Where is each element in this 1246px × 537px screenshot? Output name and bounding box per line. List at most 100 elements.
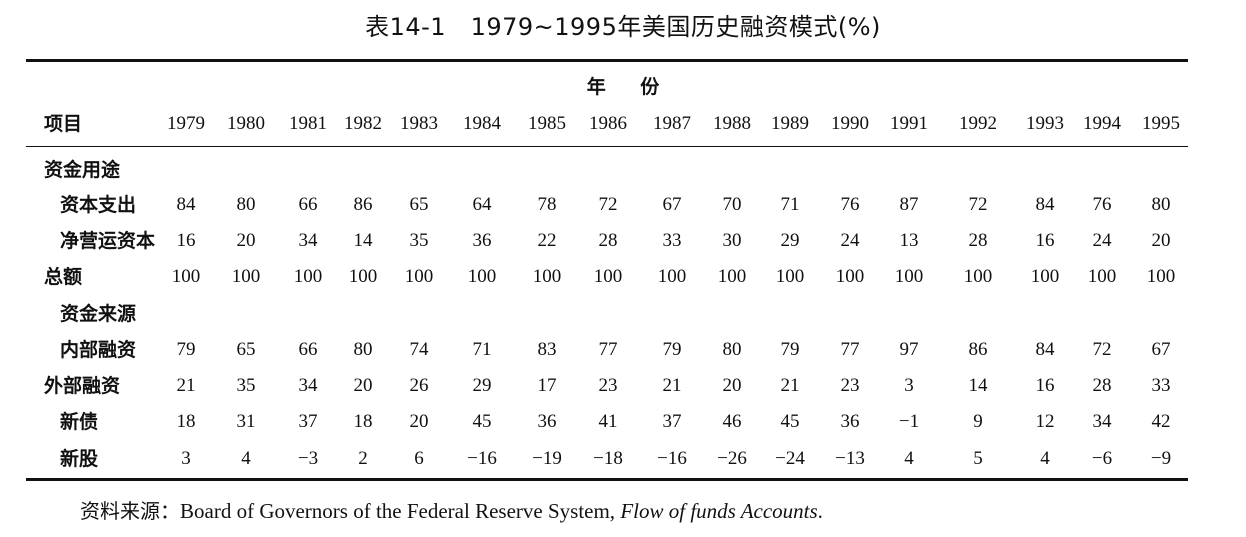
table-cell: 80 xyxy=(722,339,742,360)
table-cell: 100 xyxy=(1146,266,1176,287)
table-cell: 24 xyxy=(840,230,860,251)
table-cell: 84 xyxy=(1035,339,1055,360)
table-cell: 100 xyxy=(171,266,201,287)
table-cell: 80 xyxy=(353,339,373,360)
table-cell: 66 xyxy=(298,339,318,360)
row-label: 净营运资本 xyxy=(60,230,156,252)
header-label-item: 项目 xyxy=(44,113,83,135)
table-cell: 26 xyxy=(409,375,429,396)
table-cell: 22 xyxy=(537,230,557,251)
header-year: 1990 xyxy=(831,113,869,134)
header-year: 1982 xyxy=(344,113,382,134)
table-cell: 28 xyxy=(598,230,618,251)
header-year: 1985 xyxy=(528,113,566,134)
table-cell: 84 xyxy=(176,194,196,215)
header-year: 1983 xyxy=(400,113,438,134)
row-label: 资本支出 xyxy=(60,194,137,216)
table-cell: 100 xyxy=(775,266,805,287)
table-cell: 12 xyxy=(1035,411,1055,432)
table-cell: 80 xyxy=(236,194,256,215)
table-cell: 16 xyxy=(1035,375,1055,396)
table-cell: 21 xyxy=(662,375,682,396)
table-cell: 78 xyxy=(537,194,557,215)
table-cell: −19 xyxy=(532,448,562,469)
table-cell: 14 xyxy=(968,375,988,396)
table-cell: 67 xyxy=(662,194,682,215)
header-year: 1992 xyxy=(959,113,997,134)
table-cell: 100 xyxy=(657,266,687,287)
table-cell: 3 xyxy=(181,448,191,469)
header-year: 1986 xyxy=(589,113,627,134)
table-cell: 87 xyxy=(899,194,919,215)
table-cell: 21 xyxy=(780,375,800,396)
table-cell: 71 xyxy=(472,339,492,360)
source-text: Board of Governors of the Federal Reserv… xyxy=(180,499,621,523)
table-cell: 100 xyxy=(894,266,924,287)
table-cell: 18 xyxy=(176,411,196,432)
table-cell: 65 xyxy=(409,194,429,215)
table-cell: 35 xyxy=(236,375,256,396)
table-cell: 64 xyxy=(472,194,492,215)
bottom-rule xyxy=(26,478,1188,481)
table-cell: 97 xyxy=(899,339,919,360)
table-cell: 29 xyxy=(472,375,492,396)
table-cell: 4 xyxy=(1040,448,1050,469)
table-cell: −26 xyxy=(717,448,747,469)
header-year: 1980 xyxy=(227,113,265,134)
table-cell: 36 xyxy=(840,411,860,432)
table-cell: 2 xyxy=(358,448,368,469)
header-year: 1979 xyxy=(167,113,205,134)
table-cell: 74 xyxy=(409,339,429,360)
table-cell: 42 xyxy=(1151,411,1171,432)
source-note: 资料来源：Board of Governors of the Federal R… xyxy=(80,496,823,526)
table-cell: 100 xyxy=(1030,266,1060,287)
row-label: 资金来源 xyxy=(60,303,137,325)
table-cell: 29 xyxy=(780,230,800,251)
table-cell: 20 xyxy=(1151,230,1171,251)
table-cell: 86 xyxy=(968,339,988,360)
table-cell: 14 xyxy=(353,230,373,251)
table-cell: 100 xyxy=(963,266,993,287)
table-cell: 33 xyxy=(662,230,682,251)
table-cell: 31 xyxy=(236,411,256,432)
table-cell: 28 xyxy=(968,230,988,251)
table-cell: 18 xyxy=(353,411,373,432)
table-cell: 36 xyxy=(537,411,557,432)
table-cell: 72 xyxy=(968,194,988,215)
table-cell: 23 xyxy=(840,375,860,396)
group-header-year: 年 份 xyxy=(586,76,660,98)
table-cell: 23 xyxy=(598,375,618,396)
table-cell: −9 xyxy=(1150,448,1172,469)
table-cell: 20 xyxy=(353,375,373,396)
table-cell: 71 xyxy=(780,194,800,215)
table-cell: 76 xyxy=(840,194,860,215)
table-cell: 65 xyxy=(236,339,256,360)
table-cell: 100 xyxy=(404,266,434,287)
header-year: 1993 xyxy=(1026,113,1064,134)
table-cell: 100 xyxy=(1087,266,1117,287)
table-cell: 100 xyxy=(231,266,261,287)
table-cell: 16 xyxy=(176,230,196,251)
table-cell: 35 xyxy=(409,230,429,251)
header-year: 1995 xyxy=(1142,113,1180,134)
table-cell: 4 xyxy=(241,448,251,469)
table-cell: 34 xyxy=(298,230,318,251)
header-rule xyxy=(26,146,1188,147)
table-cell: 6 xyxy=(414,448,424,469)
header-year: 1994 xyxy=(1083,113,1121,134)
table-cell: 45 xyxy=(472,411,492,432)
table-cell: 34 xyxy=(298,375,318,396)
row-label: 总额 xyxy=(44,266,83,288)
table-cell: 45 xyxy=(780,411,800,432)
table-cell: 72 xyxy=(598,194,618,215)
table-cell: −3 xyxy=(297,448,319,469)
table-cell: 37 xyxy=(662,411,682,432)
table-cell: 16 xyxy=(1035,230,1055,251)
table-cell: 20 xyxy=(236,230,256,251)
top-rule xyxy=(26,59,1188,62)
table-cell: −24 xyxy=(775,448,805,469)
table-cell: 83 xyxy=(537,339,557,360)
table-cell: 100 xyxy=(293,266,323,287)
table-cell: 17 xyxy=(537,375,557,396)
row-label: 外部融资 xyxy=(44,375,121,397)
